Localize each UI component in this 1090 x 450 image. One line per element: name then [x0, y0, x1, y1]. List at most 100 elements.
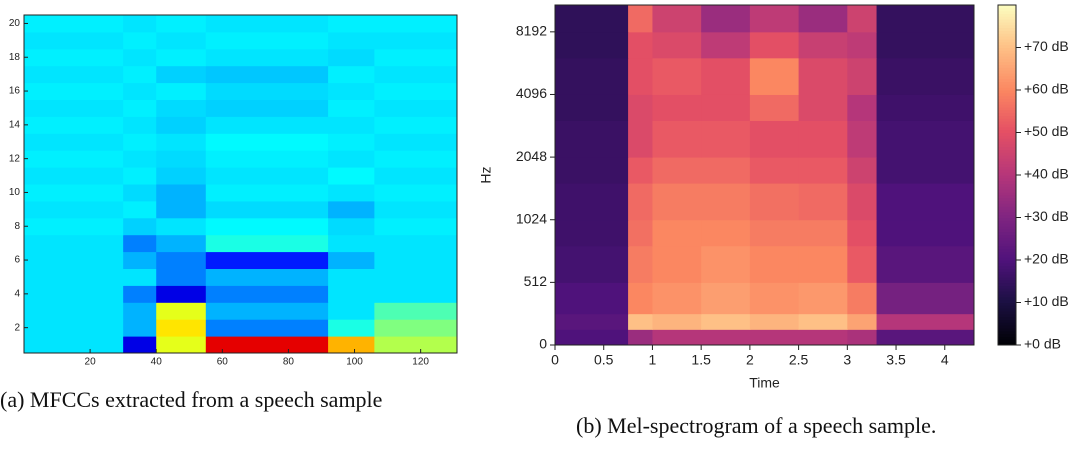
- heatmap-cell: [847, 157, 878, 184]
- colorbar-step: [998, 189, 1016, 193]
- heatmap-cell: [749, 282, 800, 315]
- heatmap-cell: [156, 234, 207, 253]
- heatmap-cell: [652, 245, 702, 283]
- y-tick-label: 16: [9, 86, 21, 97]
- colorbar-step: [998, 172, 1016, 176]
- colorbar-step: [998, 262, 1016, 267]
- heatmap-cell: [749, 245, 800, 283]
- heatmap-cell: [374, 133, 458, 151]
- heatmap-cell: [555, 120, 629, 158]
- plot-frame: [23, 14, 458, 354]
- heatmap-cell: [798, 120, 848, 158]
- heatmap-cell: [798, 157, 848, 184]
- colorbar-tick-label: +30 dB: [1024, 208, 1069, 224]
- heatmap-cell: [652, 329, 702, 346]
- caption: (a) MFCCs extracted from a speech sample: [0, 387, 383, 412]
- heatmap-cell: [156, 251, 207, 269]
- heatmap-cell: [123, 217, 157, 236]
- heatmap-cell: [328, 82, 375, 100]
- colorbar-step: [998, 248, 1016, 252]
- heatmap-cell: [123, 99, 157, 117]
- heatmap-cell: [374, 251, 458, 269]
- heatmap-cell: [205, 319, 329, 337]
- heatmap-cell: [24, 167, 124, 185]
- x-tick-label: 2: [746, 352, 754, 368]
- colorbar-step: [998, 126, 1016, 131]
- heatmap-cell: [847, 245, 878, 283]
- heatmap-cell: [328, 99, 375, 117]
- colorbar-step: [998, 313, 1016, 318]
- colorbar-step: [998, 285, 1016, 289]
- x-tick-label: 4: [941, 352, 949, 368]
- colorbar-step: [998, 200, 1016, 204]
- colorbar-step: [998, 109, 1016, 114]
- heatmap-cell: [328, 133, 375, 151]
- heatmap-cell: [701, 31, 751, 59]
- heatmap-cell: [876, 57, 975, 95]
- colorbar-step: [998, 206, 1016, 210]
- heatmap-cell: [156, 150, 207, 168]
- heatmap-cell: [876, 183, 975, 221]
- heatmap-cell: [24, 285, 124, 303]
- heatmap-cell: [156, 285, 207, 303]
- colorbar-step: [998, 107, 1016, 111]
- heatmap-cell: [847, 31, 878, 59]
- colorbar-step: [998, 203, 1016, 207]
- heatmap-cell: [555, 157, 629, 184]
- heatmap-cell: [749, 313, 800, 330]
- heatmap-cell: [205, 302, 329, 320]
- heatmap-cell: [798, 313, 848, 330]
- colorbar-step: [998, 124, 1016, 128]
- colorbar-step: [998, 118, 1016, 122]
- y-tick-label: 2048: [516, 148, 547, 164]
- colorbar-step: [998, 141, 1016, 145]
- colorbar-step: [998, 53, 1016, 57]
- heatmap-cell: [374, 217, 458, 236]
- heatmap-cell: [123, 268, 157, 286]
- colorbar-step: [998, 146, 1016, 150]
- colorbar-step: [998, 152, 1016, 156]
- heatmap-cell: [24, 65, 124, 84]
- colorbar-step: [998, 44, 1016, 48]
- heatmap-cell: [24, 336, 124, 354]
- heatmap-cell: [876, 94, 975, 121]
- heatmap-cell: [123, 302, 157, 320]
- colorbar-tick-label: +0 dB: [1024, 336, 1061, 352]
- colorbar-step: [998, 22, 1016, 26]
- colorbar-step: [998, 175, 1016, 179]
- heatmap-cell: [374, 184, 458, 202]
- heatmap-cell: [328, 116, 375, 134]
- heatmap-cell: [652, 5, 702, 33]
- colorbar-step: [998, 121, 1016, 125]
- heatmap-cell: [652, 157, 702, 184]
- heatmap-cell: [156, 65, 207, 84]
- heatmap-cell: [749, 5, 800, 33]
- colorbar-step: [998, 265, 1016, 269]
- heatmap-cell: [24, 116, 124, 134]
- heatmap-cell: [156, 48, 207, 67]
- colorbar-step: [998, 24, 1016, 29]
- colorbar-step: [998, 282, 1016, 286]
- colorbar-tick-label: +10 dB: [1024, 293, 1069, 309]
- colorbar-step: [998, 13, 1016, 17]
- heatmap-cell: [876, 282, 975, 315]
- x-tick-label: 3.5: [886, 352, 906, 368]
- colorbar-step: [998, 186, 1016, 190]
- heatmap-cell: [24, 234, 124, 253]
- heatmap-cell: [156, 133, 207, 151]
- heatmap-cell: [24, 99, 124, 117]
- colorbar-step: [998, 92, 1016, 97]
- colorbar-step: [998, 254, 1016, 258]
- heatmap-cell: [628, 245, 653, 283]
- heatmap-cell: [24, 302, 124, 320]
- colorbar-step: [998, 143, 1016, 148]
- heatmap-cell: [749, 183, 800, 221]
- colorbar-step: [998, 115, 1016, 119]
- colorbar-step: [998, 166, 1016, 170]
- heatmap-cell: [701, 313, 751, 330]
- heatmap-cell: [374, 319, 458, 337]
- colorbar-step: [998, 95, 1016, 99]
- heatmap-cell: [701, 245, 751, 283]
- heatmap-cell: [876, 245, 975, 283]
